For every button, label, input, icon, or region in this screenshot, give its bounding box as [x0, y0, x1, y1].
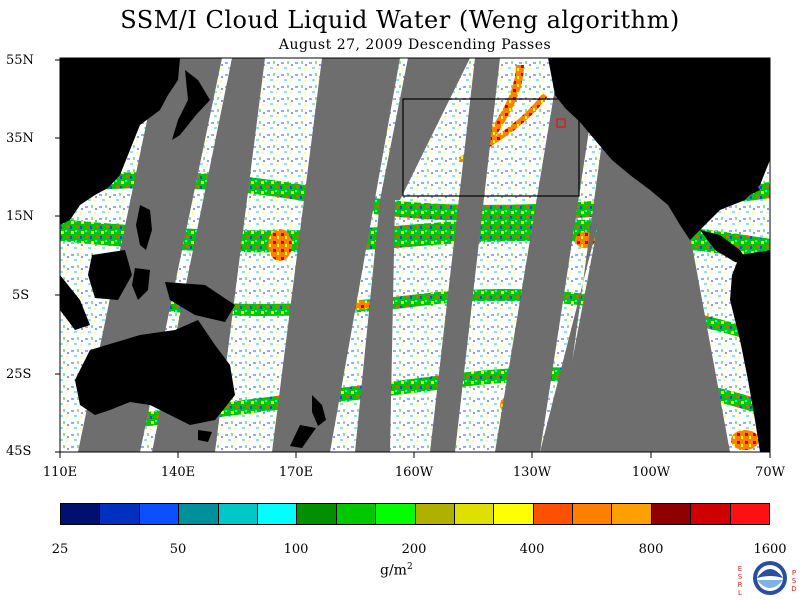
colorbar-segment [415, 504, 455, 524]
colorbar-segment [139, 504, 180, 524]
chart-title: SSM/I Cloud Liquid Water (Weng algorithm… [120, 6, 680, 34]
new-zealand-north [312, 395, 326, 426]
land-masses [60, 58, 770, 452]
colorbar-segment [257, 504, 298, 524]
lon-label-70w: 70W [755, 465, 785, 480]
colorbar-segment [218, 504, 258, 524]
colorbar-segment [179, 504, 219, 524]
colorbar-tick-1600: 1600 [753, 542, 787, 557]
chart-subtitle: August 27, 2009 Descending Passes [278, 37, 552, 53]
tasmania [198, 430, 212, 442]
lat-ticks [55, 59, 60, 453]
lat-label-35n: 35N [6, 131, 34, 146]
logo-left-letters: E S R L [736, 565, 744, 597]
lon-label-110e: 110E [42, 465, 78, 480]
lat-label-5s: 5S [12, 288, 30, 303]
logo-letter-r: R [737, 581, 743, 589]
lat-label-45s: 45S [6, 444, 32, 459]
logo-letter-s: S [737, 573, 743, 581]
north-america-landmass [548, 58, 770, 240]
colorbar-segment [376, 504, 416, 524]
colorbar-segment [573, 504, 613, 524]
colorbar-tick-400: 400 [519, 542, 545, 557]
borneo [88, 250, 132, 300]
colorbar-segment [336, 504, 377, 524]
colorbar-tick-800: 800 [638, 542, 664, 557]
colorbar-units: g/m2 [380, 562, 413, 579]
south-america-landmass [730, 250, 770, 452]
central-america [700, 230, 750, 265]
lon-label-140e: 140E [160, 465, 196, 480]
lon-label-100w: 100W [631, 465, 671, 480]
lat-label-55n: 55N [6, 53, 34, 68]
units-text: g/m [380, 562, 407, 579]
australia-landmass [75, 320, 235, 425]
colorbar-tick-25: 25 [51, 542, 69, 557]
logo-letter-l: L [738, 589, 742, 597]
lon-ticks [59, 452, 771, 458]
lon-label-130w: 130W [512, 465, 552, 480]
colorbar-segment [730, 504, 770, 524]
colorbar-segment [100, 504, 140, 524]
colorbar-tick-50: 50 [169, 542, 187, 557]
japan-island [172, 70, 210, 140]
logo-right-letters: P S D [790, 569, 798, 593]
new-guinea [165, 282, 235, 322]
colorbar-tick-100: 100 [283, 542, 309, 557]
new-zealand-south [290, 425, 316, 448]
colorbar-segment [494, 504, 534, 524]
sulawesi [132, 268, 150, 300]
lat-label-15n: 15N [6, 209, 34, 224]
logo-letter-e: E [737, 565, 743, 573]
colorbar-segment [691, 504, 731, 524]
asia-landmass [60, 58, 180, 225]
lat-label-25s: 25S [6, 367, 32, 382]
sumatra [60, 275, 90, 330]
logo-letter-d: D [791, 585, 797, 593]
lon-label-170e: 170E [278, 465, 314, 480]
logo-letter-s2: S [791, 577, 797, 585]
colorbar-legend [60, 503, 770, 525]
florida-cuba [730, 170, 760, 200]
philippines [136, 205, 152, 250]
units-superscript: 2 [406, 562, 413, 572]
colorbar-segment [533, 504, 574, 524]
region-box-outline [402, 98, 580, 197]
colorbar-segment [612, 504, 652, 524]
colorbar-tick-200: 200 [401, 542, 427, 557]
logo-letter-p: P [791, 569, 797, 577]
colorbar-segment [61, 504, 101, 524]
map-frame [59, 57, 771, 453]
colorbar-segment [454, 504, 495, 524]
noaa-logo [753, 561, 787, 595]
lon-label-160w: 160W [394, 465, 434, 480]
location-marker [556, 118, 566, 128]
colorbar-segment [297, 504, 337, 524]
colorbar-segment [651, 504, 692, 524]
